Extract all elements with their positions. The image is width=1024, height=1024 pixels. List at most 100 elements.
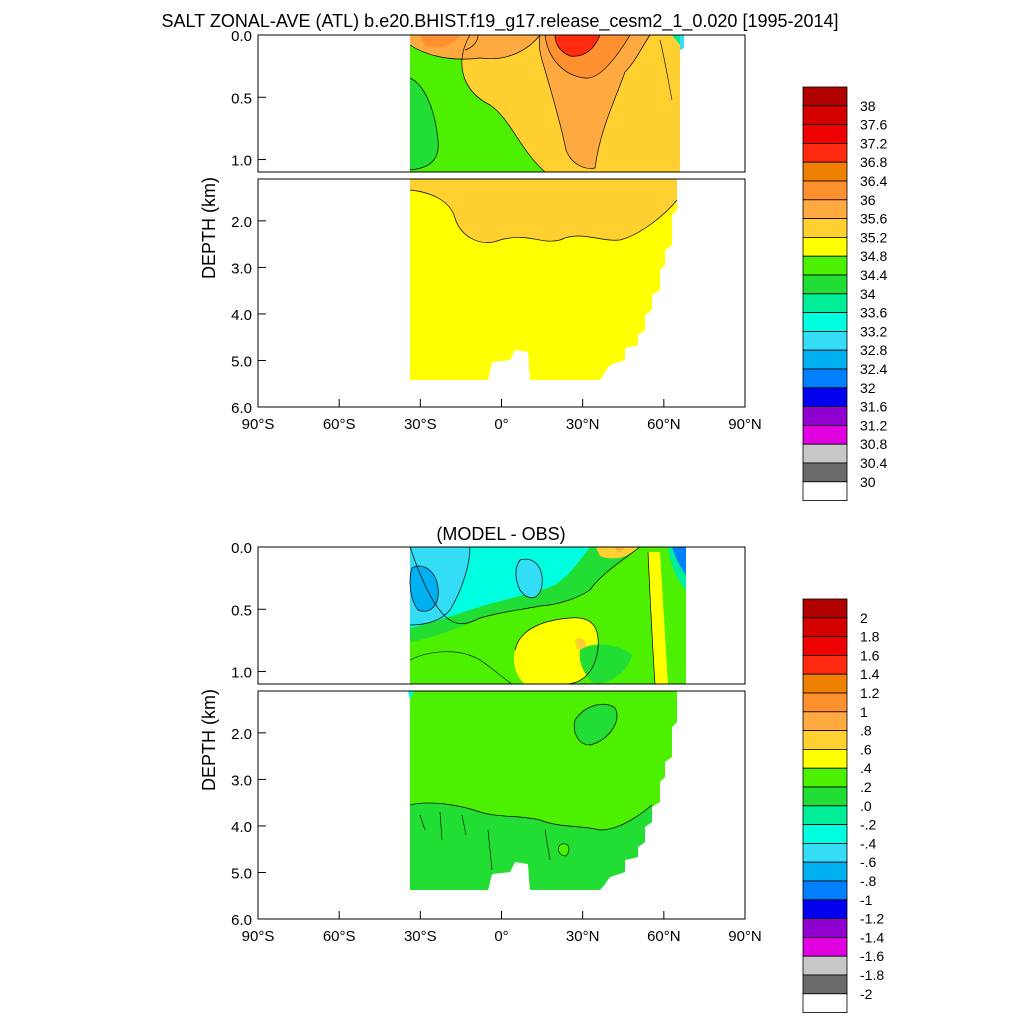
colorbar-label: 35.6 (860, 211, 887, 227)
colorbar-box (802, 711, 848, 731)
colorbar-label: 2 (860, 610, 868, 626)
colorbar-box (802, 443, 848, 464)
colorbar-box (802, 481, 848, 501)
x-tick-label: 30°N (566, 416, 600, 433)
colorbar-label: -1.4 (860, 929, 884, 945)
colorbar-label: 1.6 (860, 647, 880, 663)
x-tick-label: 60°S (323, 416, 356, 433)
colorbar-label: -1.8 (860, 967, 884, 983)
colorbar-label: 32 (860, 380, 876, 396)
colorbar-box (802, 274, 848, 295)
colorbar-label: 31.2 (860, 417, 887, 433)
colorbar-box (802, 918, 848, 938)
colorbar-label: -.6 (860, 854, 877, 870)
colorbar-box (802, 636, 848, 656)
colorbar-box (802, 349, 848, 370)
colorbar-box (802, 105, 848, 126)
salt-axes: 0.0 0.5 1.0 2.0 3.0 4.0 5.0 6.090°S 60°S 30°S 0° 30… (199, 28, 762, 433)
colorbar-box (802, 598, 848, 619)
colorbar-box (802, 843, 848, 863)
y-axis-label: DEPTH (km) (199, 689, 219, 791)
diff-upper-field (409, 546, 686, 685)
colorbar-box (802, 749, 848, 769)
y-tick-label: 2.0 (231, 726, 252, 743)
colorbar-box (802, 730, 848, 750)
colorbar-label: .0 (860, 798, 872, 814)
colorbar-box (802, 955, 848, 976)
colorbar-label: 34.8 (860, 248, 887, 264)
colorbar-box (802, 899, 848, 919)
salt-upper-frame (257, 34, 746, 173)
colorbar-box (802, 673, 848, 694)
colorbar-box (802, 974, 848, 995)
x-tick-label: 0° (494, 416, 508, 433)
colorbar-label: 1.8 (860, 629, 880, 645)
colorbar-label: 34.4 (860, 267, 887, 283)
colorbar-box (802, 993, 848, 1013)
x-tick-label: 90°N (728, 416, 762, 433)
colorbar-label: 33.6 (860, 305, 887, 321)
y-tick-label: 4.0 (231, 819, 252, 836)
colorbar-label: 1.4 (860, 666, 880, 682)
y-tick-label: 5.0 (231, 865, 252, 882)
colorbar-label: 34 (860, 286, 876, 302)
x-tick-label: 90°N (728, 928, 762, 945)
colorbar-label: 32.8 (860, 342, 887, 358)
x-tick-label: 90°S (242, 416, 275, 433)
y-tick-label: 5.0 (231, 353, 252, 370)
y-tick-label: 4.0 (231, 307, 252, 324)
y-tick-label: 3.0 (231, 772, 252, 789)
colorbar-label: -2 (860, 986, 873, 1002)
colorbar-label: 1 (860, 704, 868, 720)
colorbar-label: 38 (860, 98, 876, 114)
colorbar-label: 37.2 (860, 135, 887, 151)
x-tick-label: 60°N (647, 928, 681, 945)
colorbar-box (802, 218, 848, 238)
x-tick-label: 30°S (404, 416, 437, 433)
colorbar-label: 30.4 (860, 455, 887, 471)
colorbar-box (802, 462, 848, 483)
colorbar-box (802, 368, 848, 389)
x-tick-label: 90°S (242, 928, 275, 945)
colorbar-box (802, 655, 848, 675)
colorbar-box (802, 180, 848, 201)
colorbar-box (802, 767, 848, 788)
y-tick-label: 6.0 (231, 400, 252, 417)
colorbar-box (802, 406, 848, 426)
colorbar-box (802, 199, 848, 220)
colorbar-box (802, 824, 848, 844)
axes-layer: 0.00.51.02.03.04.05.06.090°S 60°S 30°S 0° 30… (199, 28, 762, 945)
y-tick-label: 0.0 (231, 28, 252, 45)
colorbar-label: 30.8 (860, 436, 887, 452)
diff-colorbar: 21.81.61.41.21.8.6.4.2.0-.2-.4-.6-.8-1-1… (802, 598, 884, 1013)
diff-subtitle: (MODEL - OBS) (436, 524, 565, 544)
colorbar-box (802, 330, 848, 351)
figure-title: SALT ZONAL-AVE (ATL) b.e20.BHIST.f19_g17… (161, 11, 838, 32)
colorbar-box (802, 161, 848, 182)
diff-panel (257, 546, 746, 920)
x-tick-label: 30°S (404, 928, 437, 945)
colorbar-label: -.8 (860, 873, 877, 889)
x-tick-label: 60°N (647, 416, 681, 433)
colorbar-label: -.2 (860, 817, 877, 833)
colorbar-label: 36 (860, 192, 876, 208)
diff-axes: 0.0 0.5 1.0 2.0 3.0 4.0 5.0 6.090°S 60°S 30°S 0° 30… (199, 540, 762, 945)
salt-upper-field (409, 34, 684, 173)
y-tick-label: 2.0 (231, 214, 252, 231)
colorbar-box (802, 312, 848, 332)
colorbars: 38 37.6 37.2 36.8 36.4 36 35.6 35.2 34.8 34.4 34 33… (802, 86, 887, 1013)
salt-panel (257, 34, 746, 408)
salt-lower-field (409, 179, 678, 380)
colorbar-label: 1.2 (860, 685, 880, 701)
colorbar-box (802, 142, 848, 163)
x-tick-label: 30°N (566, 928, 600, 945)
y-axis-label: DEPTH (km) (199, 177, 219, 279)
y-tick-label: 0.5 (231, 90, 252, 107)
colorbar-label: .6 (860, 741, 872, 757)
x-tick-label: 0° (494, 928, 508, 945)
colorbar-label: .8 (860, 723, 872, 739)
y-tick-label: 0.0 (231, 540, 252, 557)
colorbar-box (802, 692, 848, 713)
colorbar-label: -.4 (860, 835, 877, 851)
colorbar-label: 31.6 (860, 399, 887, 415)
